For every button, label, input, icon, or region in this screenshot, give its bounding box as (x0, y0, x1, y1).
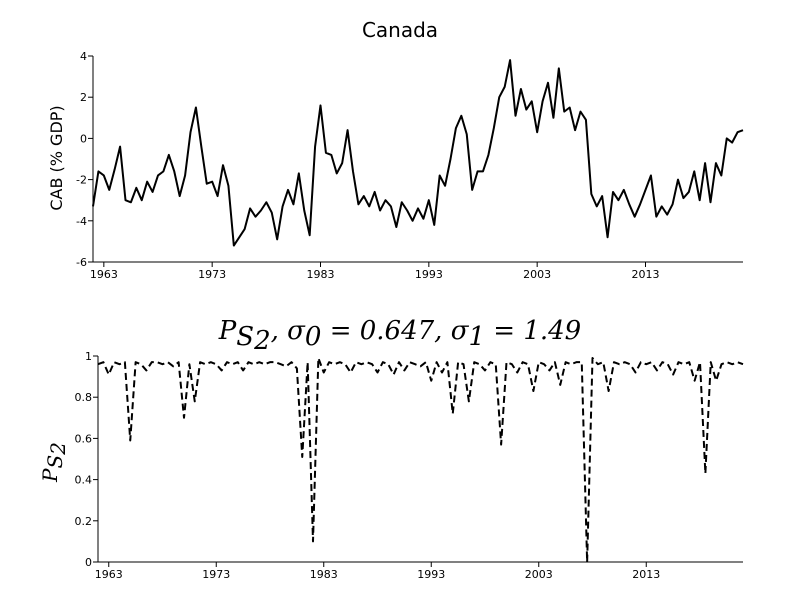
chart-ps2-y-tick-label: 0.2 (75, 515, 93, 528)
chart-cab-y-axis-label: CAB (% GDP) (47, 105, 66, 210)
chart-cab-y-tick-label: -2 (76, 174, 87, 187)
chart-ps2-series-line (97, 357, 744, 563)
chart-ps2-title: PS2, σ0 = 0.647, σ1 = 1.49 (218, 316, 581, 356)
chart-cab-title: Canada (362, 18, 438, 42)
chart-ps2-x-tick-label: 2003 (525, 568, 553, 581)
chart-ps2-y-axis-label: PS2 (38, 442, 70, 483)
chart-ps2-y-tick-label: 0.6 (75, 432, 93, 445)
svg-text:PS2: PS2 (38, 442, 70, 483)
chart-cab-y-tick-label: 2 (80, 91, 87, 104)
chart-ps2-y-tick-label: 0 (85, 556, 92, 569)
chart-ps2-y-tick-label: 0.4 (75, 474, 93, 487)
chart-cab-x-tick-label: 2003 (523, 268, 551, 281)
chart-cab-y-tick-label: -6 (76, 256, 87, 269)
chart-ps2-y-tick-label: 1 (85, 350, 92, 363)
chart-ps2-x-tick-label: 2013 (632, 568, 660, 581)
chart-cab-x-tick-label: 1983 (307, 268, 335, 281)
chart-cab-x-tick-label: 1963 (90, 268, 118, 281)
chart-ps2-x-tick-label: 1973 (202, 568, 230, 581)
chart-ps2-y-tick-label: 0.8 (75, 391, 93, 404)
chart-ps2-x-ticks: 1963 1973 1983 1993 2003 2013 (95, 562, 660, 581)
chart-ps2-x-tick-label: 1983 (310, 568, 338, 581)
chart-cab-x-tick-label: 2013 (632, 268, 660, 281)
chart-ps2-y-ticks: 0 0.2 0.4 0.6 0.8 1 (75, 350, 98, 569)
chart-ps2: PS2, σ0 = 0.647, σ1 = 1.49 PS2 0 0.2 0.4 0.… (38, 316, 744, 581)
chart-cab-y-ticks: -6 -4 -2 0 2 4 (76, 50, 93, 269)
chart-ps2-x-tick-label: 1993 (417, 568, 445, 581)
chart-ps2-x-tick-label: 1963 (95, 568, 123, 581)
chart-cab-y-tick-label: 0 (80, 132, 87, 145)
chart-cab-x-tick-label: 1973 (198, 268, 226, 281)
chart-cab-y-tick-label: 4 (80, 50, 87, 63)
chart-cab-x-ticks: 1963 1973 1983 1993 2003 2013 (90, 262, 660, 281)
chart-cab-series-line (92, 59, 744, 247)
chart-cab: Canada CAB (% GDP) -6 -4 -2 0 2 4 1963 1973 198… (47, 18, 744, 281)
chart-cab-y-tick-label: -4 (76, 215, 87, 228)
chart-cab-x-tick-label: 1993 (415, 268, 443, 281)
